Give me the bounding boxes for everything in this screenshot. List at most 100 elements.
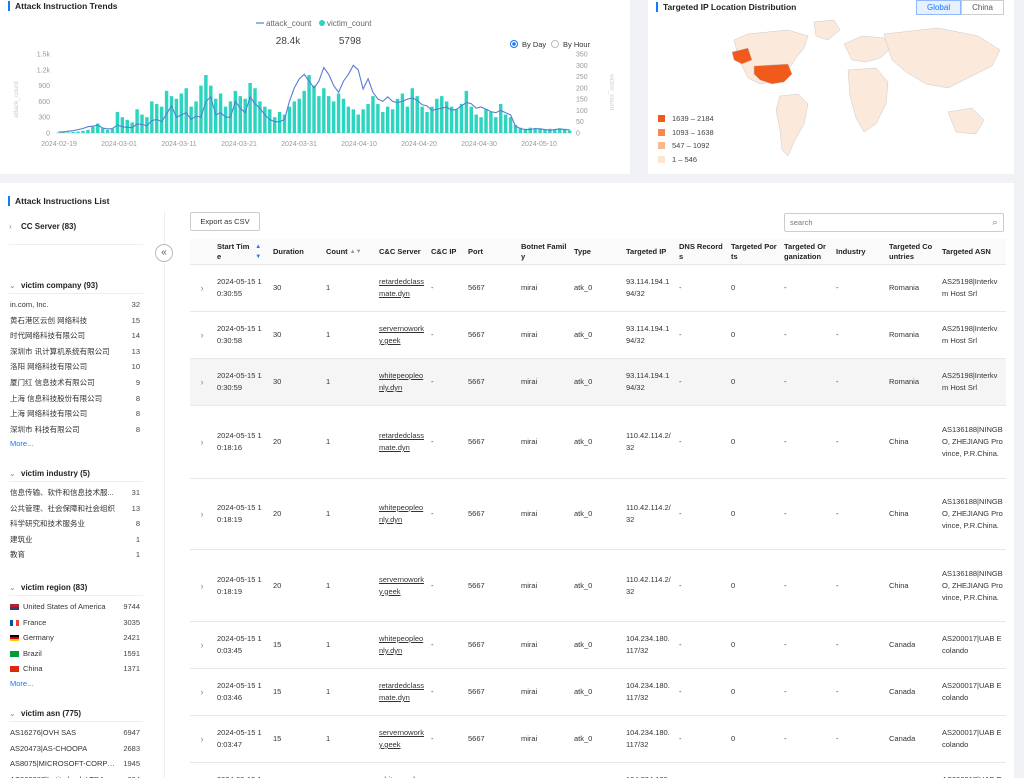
table-row[interactable]: › 2024-05-15 10:03:47 15 1 servernoworky.gee…: [190, 716, 1006, 763]
filter-item[interactable]: 黄石港区云创 网络科技 15: [0, 313, 165, 329]
cell-value[interactable]: whitepeopleonly.dyn: [379, 634, 424, 655]
cell-value: 93.114.194.194/32: [626, 371, 670, 392]
flag-us-icon: [10, 604, 19, 610]
filter-item[interactable]: United States of America 9744: [0, 599, 165, 615]
filter-item[interactable]: AS262287|Latitude.sh LTDA 834: [0, 772, 165, 778]
geo-legend-item[interactable]: 1 – 546: [658, 153, 714, 167]
filter-item[interactable]: Germany 2421: [0, 630, 165, 646]
cell-cc-server[interactable]: retardedclassmate.dyn: [376, 265, 428, 311]
table-row[interactable]: › 2024-05-15 10:03:45 15 1 whitepeopleonly.d…: [190, 622, 1006, 669]
filter-item[interactable]: 厦门红 信息技术有限公司 9: [0, 375, 165, 391]
collapse-filters-button[interactable]: «: [155, 244, 173, 262]
table-row[interactable]: › 2024-05-15 10:18:16 20 1 retardedclassmate…: [190, 406, 1006, 479]
filter-item-label: 建筑业: [10, 534, 33, 544]
filter-item-name: 黄石港区云创 网络科技: [10, 313, 87, 329]
filter-item-label: 厦门红 信息技术有限公司: [10, 377, 95, 387]
table-row[interactable]: ›2024-05-15 10:03:48151whitepeopleonly.d…: [190, 763, 1006, 778]
cell-value[interactable]: servernoworky.geek: [379, 574, 425, 596]
column-header-count[interactable]: Count ▲▼: [323, 247, 376, 257]
filter-item[interactable]: 时代网络科技有限公司 14: [0, 328, 165, 344]
filter-group-header[interactable]: ⌄ victim industry (5): [0, 465, 165, 481]
attack-bar: [523, 128, 528, 133]
filter-more-link[interactable]: More...: [10, 439, 34, 449]
filter-group-header[interactable]: ⌄ victim asn (775): [0, 705, 165, 721]
filter-group-header[interactable]: ⌄ victim company (93): [0, 277, 165, 293]
filter-more-link[interactable]: More...: [10, 678, 34, 688]
chevron-right-icon[interactable]: ›: [200, 437, 204, 447]
chevron-right-icon[interactable]: ›: [190, 763, 214, 778]
table-row[interactable]: › 2024-05-15 10:30:59 30 1 whitepeopleonly.d…: [190, 359, 1006, 406]
chevron-right-icon[interactable]: ›: [200, 580, 204, 591]
chevron-right-icon[interactable]: ›: [200, 640, 204, 650]
tab-china[interactable]: China: [961, 0, 1004, 15]
cell-value[interactable]: servernoworky.geek: [379, 728, 425, 749]
chevron-right-icon[interactable]: ›: [200, 330, 204, 340]
column-header-start-time[interactable]: Start Time ▲▼: [214, 242, 270, 262]
filter-item[interactable]: Brazil 1591: [0, 646, 165, 662]
chevron-right-icon[interactable]: ›: [200, 734, 204, 744]
cell-cc-server[interactable]: retardedclassmate.dyn: [376, 406, 428, 478]
filter-item[interactable]: 公共管理、社会保障和社会组织 13: [0, 501, 165, 517]
filter-item[interactable]: 教育 1: [0, 547, 165, 563]
export-csv-button[interactable]: Export as CSV: [190, 212, 260, 231]
geo-legend-item[interactable]: 1639 – 2184: [658, 112, 714, 126]
geo-legend-item[interactable]: 1093 – 1638: [658, 126, 714, 140]
legend-attack-label[interactable]: attack_count: [266, 19, 312, 28]
table-row[interactable]: › 2024-05-15 10:18:19 20 1 servernoworky.gee…: [190, 550, 1006, 622]
cell-cc-server[interactable]: whitepeopleonly.dyn: [376, 622, 428, 668]
by-day-label[interactable]: By Day: [522, 40, 546, 49]
tab-global[interactable]: Global: [915, 0, 962, 15]
cell-value[interactable]: retardedclassmate.dyn: [379, 431, 425, 452]
attack-bar: [351, 109, 356, 133]
cell-value: -: [836, 640, 839, 649]
geo-legend-item[interactable]: 547 – 1092: [658, 139, 714, 153]
filter-item[interactable]: 深圳市 讯计算机系统有限公司 13: [0, 344, 165, 360]
filter-item[interactable]: 洛阳 网络科技有限公司 10: [0, 359, 165, 375]
table-row[interactable]: › 2024-05-15 10:18:19 20 1 whitepeopleonly.d…: [190, 479, 1006, 550]
legend-victim-label[interactable]: victim_count: [327, 19, 372, 28]
cell-cc-server[interactable]: whitepeopleonly.dyn: [376, 763, 428, 778]
filter-item-name: AS16276|OVH SAS: [10, 725, 76, 741]
filter-item[interactable]: 上海 信息科技股份有限公司 8: [0, 391, 165, 407]
filter-item[interactable]: 科学研究和技术服务业 8: [0, 516, 165, 532]
cell-value: AS200017|UAB Ecolando: [942, 634, 1002, 655]
chevron-right-icon[interactable]: ›: [200, 377, 204, 387]
filter-item[interactable]: 上海 网络科技有限公司 8: [0, 406, 165, 422]
cell-value[interactable]: whitepeopleonly.dyn: [379, 503, 424, 524]
cell-value[interactable]: retardedclassmate.dyn: [379, 277, 425, 298]
table-row[interactable]: › 2024-05-15 10:30:58 30 1 servernoworky.gee…: [190, 312, 1006, 359]
filter-item[interactable]: AS16276|OVH SAS 6947: [0, 725, 165, 741]
cell-value[interactable]: whitepeopleonly.dyn: [379, 371, 424, 392]
table-row[interactable]: › 2024-05-15 10:03:46 15 1 retardedclassmate…: [190, 669, 1006, 716]
sort-icon[interactable]: ▲▼: [349, 248, 362, 255]
filter-group-header[interactable]: ⌄ victim region (83): [0, 579, 165, 595]
filter-item[interactable]: 建筑业 1: [0, 532, 165, 548]
cell-cc-server[interactable]: whitepeopleonly.dyn: [376, 359, 428, 405]
filter-item[interactable]: AS8075|MICROSOFT-CORP-... 1945: [0, 756, 165, 772]
by-hour-radio[interactable]: [551, 40, 559, 48]
attack-bar: [81, 130, 85, 133]
filter-item[interactable]: 深圳市 科技有限公司 8: [0, 422, 165, 438]
chevron-right-icon[interactable]: ›: [200, 509, 204, 519]
cell-cc-server[interactable]: servernoworky.geek: [376, 312, 428, 358]
cell-value[interactable]: retardedclassmate.dyn: [379, 681, 425, 702]
table-row[interactable]: › 2024-05-15 10:30:55 30 1 retardedclassmate…: [190, 265, 1006, 312]
cell-value[interactable]: whitepeopleonly.dyn: [379, 774, 425, 778]
sort-icon[interactable]: ▲▼: [255, 243, 262, 260]
chevron-right-icon[interactable]: ›: [200, 687, 204, 697]
cell-cc-server[interactable]: whitepeopleonly.dyn: [376, 479, 428, 549]
cell-cc-server[interactable]: retardedclassmate.dyn: [376, 669, 428, 715]
search-icon[interactable]: ⌕: [992, 217, 998, 227]
cell-value[interactable]: servernoworky.geek: [379, 324, 425, 345]
filter-group-header[interactable]: › CC Server (83): [0, 218, 165, 234]
cell-cc-server[interactable]: servernoworky.geek: [376, 550, 428, 621]
filter-item[interactable]: 信息传输、软件和信息技术服... 31: [0, 485, 165, 501]
filter-item[interactable]: France 3035: [0, 615, 165, 631]
search-input[interactable]: [785, 218, 987, 227]
filter-item[interactable]: China 1371: [0, 661, 165, 677]
filter-item[interactable]: in.com, Inc. 32: [0, 297, 165, 313]
filter-item[interactable]: AS20473|AS-CHOOPA 2683: [0, 741, 165, 757]
by-hour-label[interactable]: By Hour: [563, 40, 591, 49]
chevron-right-icon[interactable]: ›: [200, 283, 204, 293]
cell-cc-server[interactable]: servernoworky.geek: [376, 716, 428, 762]
